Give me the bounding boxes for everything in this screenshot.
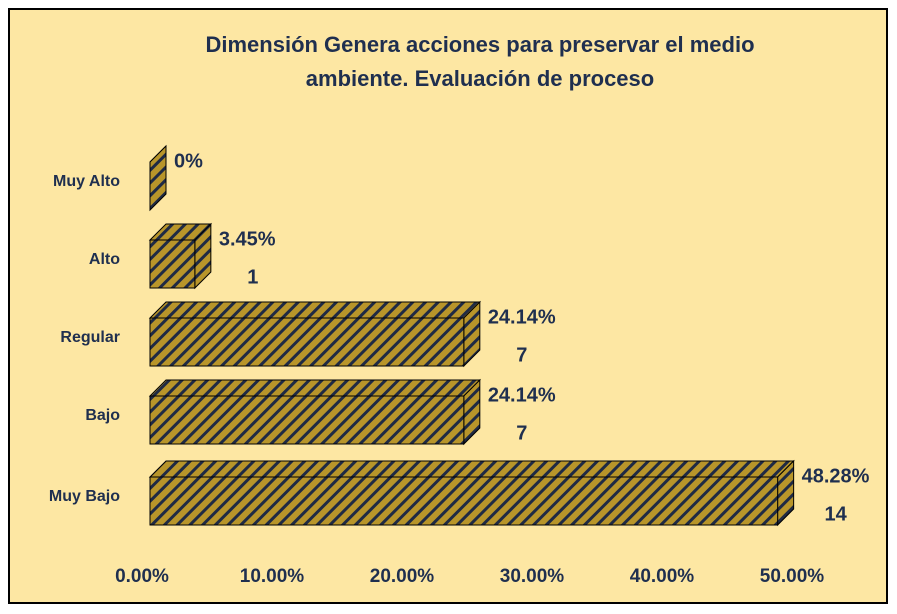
- x-tick-label: 40.00%: [630, 566, 695, 587]
- bar-top: [148, 460, 795, 478]
- bar-side: [149, 144, 167, 212]
- bar: [149, 317, 465, 367]
- value-label: 3.45%: [219, 228, 276, 250]
- bar: [149, 239, 196, 289]
- count-label: 1: [247, 266, 258, 288]
- x-tick-label: 20.00%: [370, 566, 435, 587]
- category-label: Alto: [89, 251, 120, 268]
- category-label: Muy Bajo: [49, 488, 120, 505]
- x-tick-label: 0.00%: [115, 566, 169, 587]
- chart-title: ambiente. Evaluación de proceso: [306, 66, 654, 91]
- value-label: 24.14%: [488, 306, 556, 328]
- x-tick-label: 50.00%: [760, 566, 825, 587]
- count-label: 7: [516, 422, 527, 444]
- category-label: Bajo: [85, 407, 120, 424]
- chart-title: Dimensión Genera acciones para preservar…: [205, 32, 754, 57]
- category-label: Muy Alto: [53, 173, 120, 190]
- bar: [149, 476, 779, 526]
- value-label: 0%: [174, 150, 203, 172]
- value-label: 48.28%: [802, 465, 870, 487]
- count-label: 7: [516, 344, 527, 366]
- value-label: 24.14%: [488, 384, 556, 406]
- x-tick-label: 30.00%: [500, 566, 565, 587]
- count-label: 14: [825, 503, 848, 525]
- bar-top: [148, 379, 482, 397]
- x-tick-label: 10.00%: [240, 566, 305, 587]
- bar: [149, 395, 465, 445]
- category-label: Regular: [60, 329, 120, 346]
- bar-top: [148, 301, 482, 319]
